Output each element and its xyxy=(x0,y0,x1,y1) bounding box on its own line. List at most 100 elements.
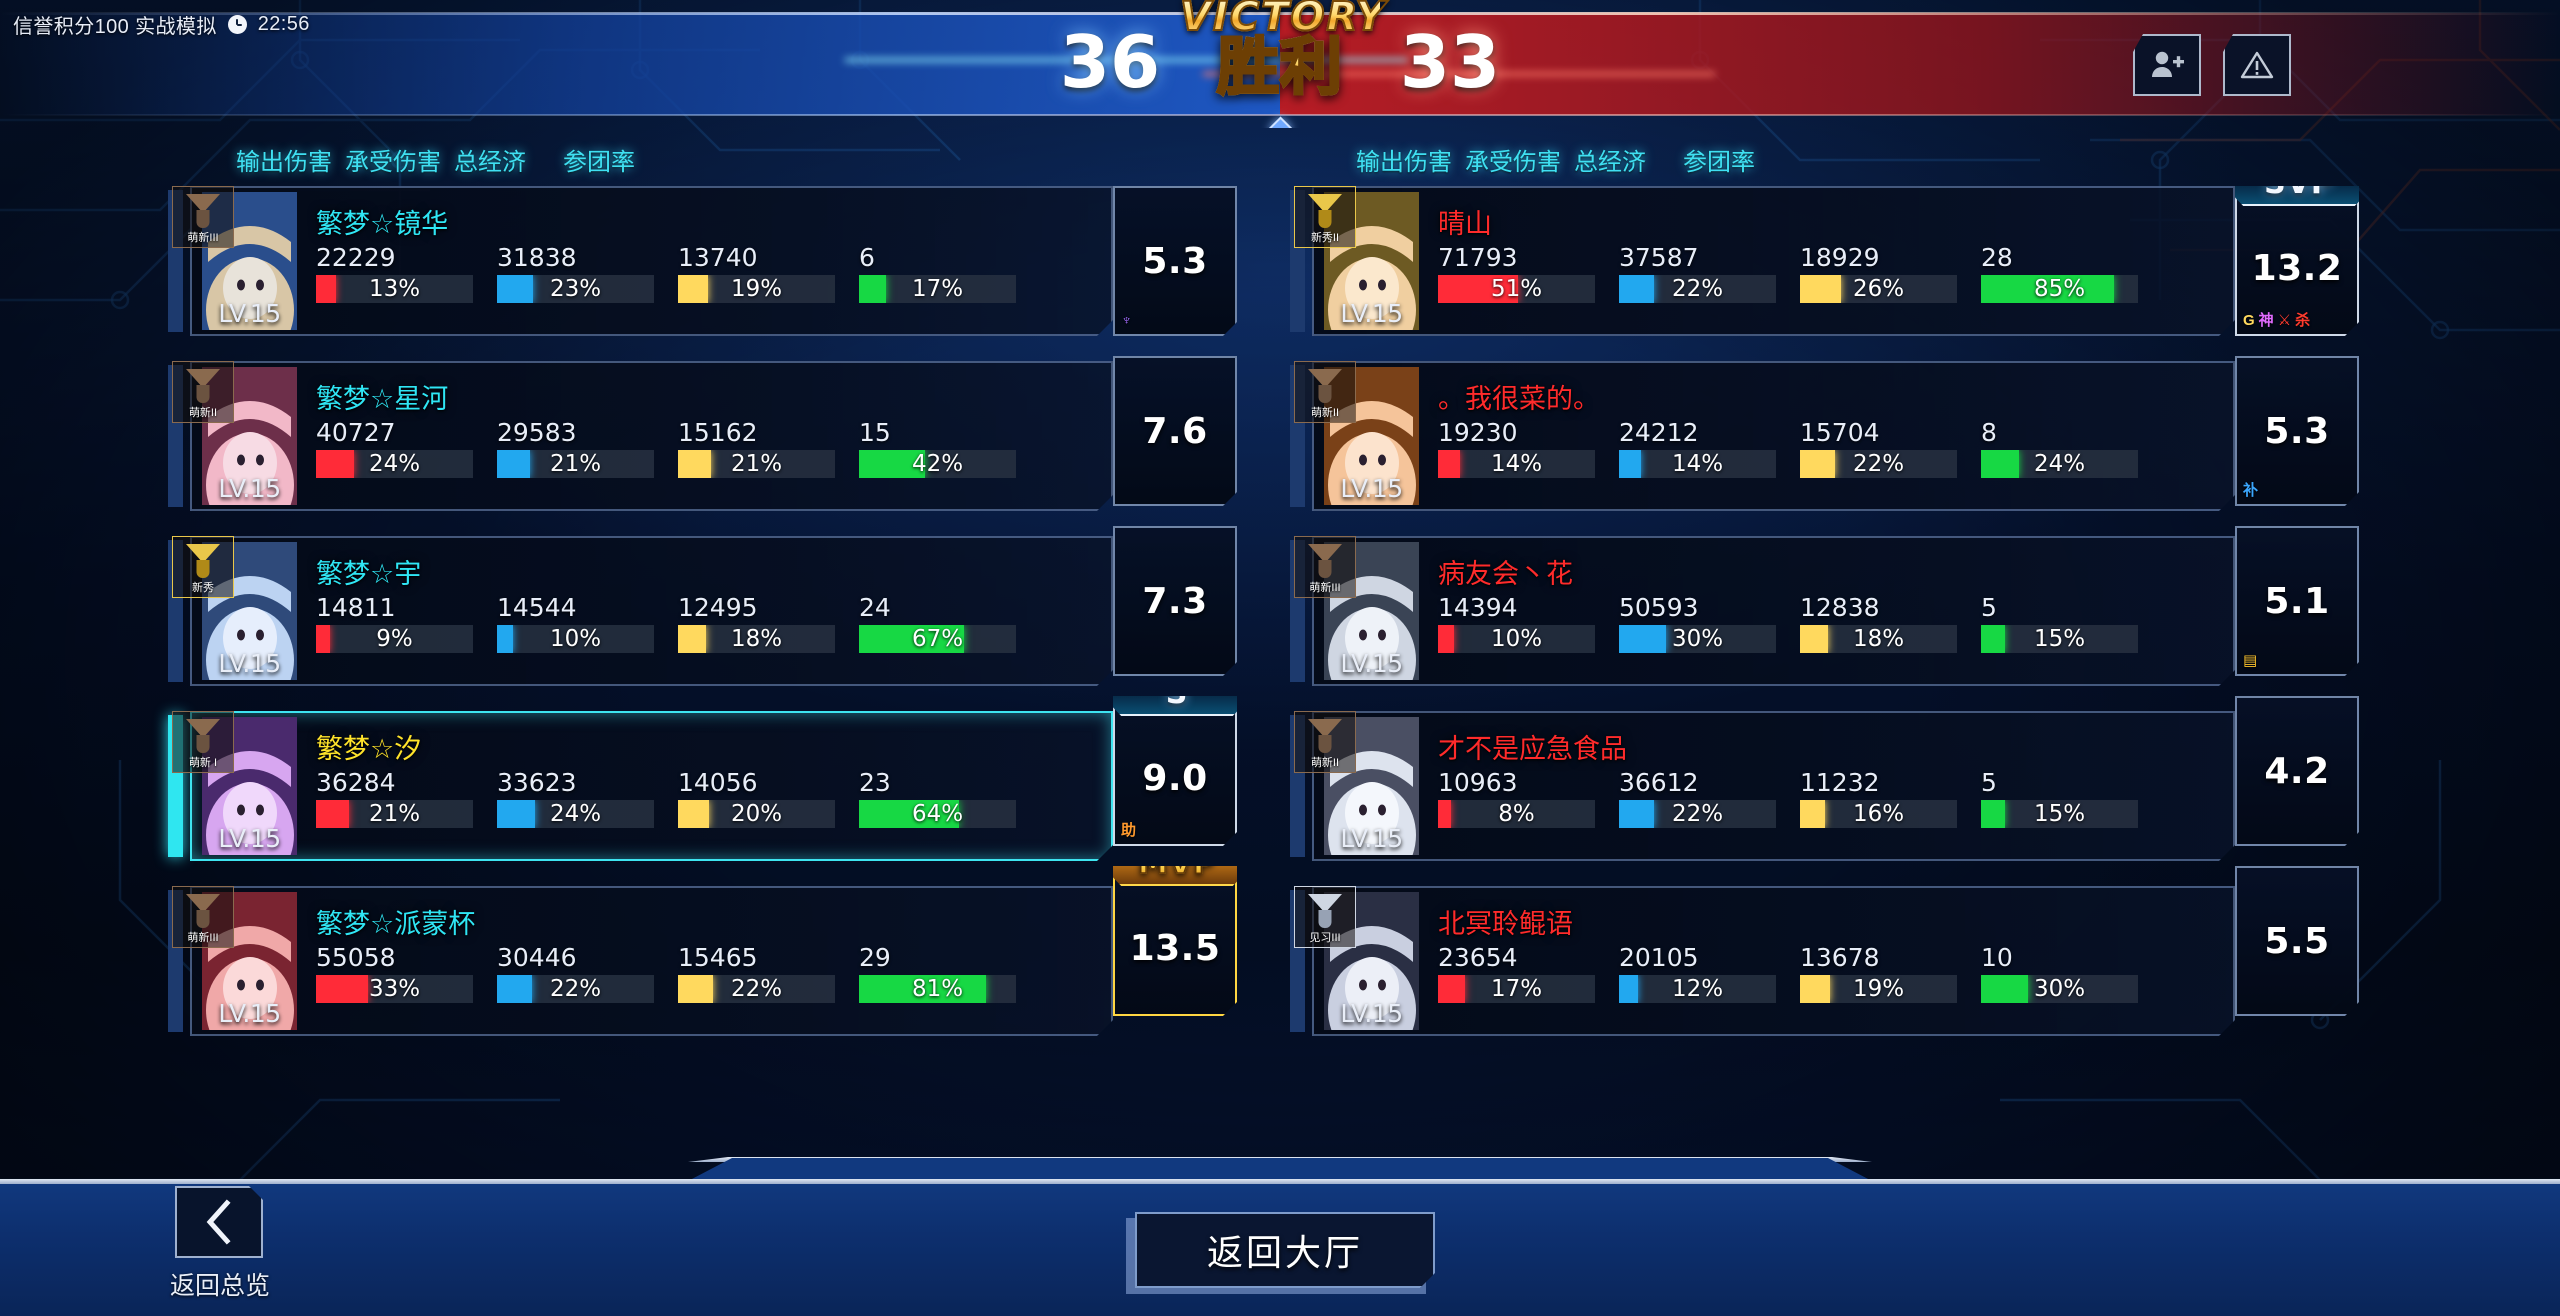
stat-cell: 8 24% xyxy=(1981,419,2162,478)
rank-chevron-stem-icon xyxy=(1318,385,1332,403)
player-name: 繁梦☆派蒙杯 xyxy=(316,909,476,939)
score-card[interactable]: 5.3 补 xyxy=(2235,356,2359,506)
rank-badge: 萌新II xyxy=(172,361,234,423)
avatar[interactable]: LV.15 xyxy=(1324,192,1419,330)
stat-bar-percent: 22% xyxy=(1852,451,1905,477)
column-header-2: 总经济 xyxy=(1574,149,1646,176)
score-card[interactable]: SVP 13.2 G神⚔杀 xyxy=(2235,186,2359,336)
stat-bar-fill xyxy=(1800,450,1835,478)
player-name: 。我很菜的。 xyxy=(1438,384,1600,414)
stat-bar-percent: 19% xyxy=(1852,976,1905,1002)
stat-bar: 30% xyxy=(1981,975,2138,1003)
stat-bar-percent: 17% xyxy=(911,276,964,302)
score-card[interactable]: 4.2 xyxy=(2235,696,2359,846)
rank-badge: 萌新III xyxy=(172,886,234,948)
player-row[interactable]: LV.15 萌新II 才不是应急食品 10963 8% 36612 22% 11… xyxy=(1290,711,2235,866)
avatar[interactable]: LV.15 xyxy=(1324,717,1419,855)
warning-triangle-icon xyxy=(2240,51,2274,79)
rank-chevron-icon xyxy=(1308,369,1342,388)
stat-value: 6 xyxy=(859,243,875,272)
player-row[interactable]: LV.15 新秀II 晴山 71793 51% 37587 22% 18929 … xyxy=(1290,186,2235,341)
score-card[interactable]: S 9.0 助 xyxy=(1113,696,1237,846)
stat-cell: 5 15% xyxy=(1981,769,2162,828)
rank-badge-label: 萌新III xyxy=(187,932,219,944)
stat-bar: 30% xyxy=(1619,625,1776,653)
stat-bar-fill xyxy=(1438,800,1451,828)
stat-value: 13740 xyxy=(678,243,758,272)
stat-bar: 33% xyxy=(316,975,473,1003)
banner-blue-side xyxy=(0,13,1280,115)
rank-chevron-stem-icon xyxy=(1318,735,1332,753)
player-name: 才不是应急食品 xyxy=(1438,734,1627,764)
add-friend-button[interactable] xyxy=(2133,34,2201,96)
status-left-group: 信誉积分100 实战模拟 22:56 xyxy=(13,10,310,39)
stat-value: 15465 xyxy=(678,943,758,972)
stat-value: 50593 xyxy=(1619,593,1699,622)
return-to-lobby-button[interactable]: 返回大厅 xyxy=(1135,1212,1435,1288)
stat-bar-percent: 22% xyxy=(1671,276,1724,302)
bottom-bar-top-edge xyxy=(0,1179,2560,1184)
stat-cell: 29583 21% xyxy=(497,419,678,478)
stat-cell: 31838 23% xyxy=(497,244,678,303)
stat-row: 71793 51% 37587 22% 18929 26% 28 85% xyxy=(1438,244,2162,303)
column-header-0: 输出伤害 xyxy=(1356,149,1452,176)
report-button[interactable] xyxy=(2223,34,2291,96)
stat-bar: 24% xyxy=(1981,450,2138,478)
score-card[interactable]: 5.5 xyxy=(2235,866,2359,1016)
stat-value: 37587 xyxy=(1619,243,1699,272)
player-row[interactable]: LV.15 萌新III 繁梦☆镜华 22229 13% 31838 23% 13… xyxy=(168,186,1113,341)
player-row[interactable]: LV.15 萌新II 。我很菜的。 19230 14% 24212 14% 15… xyxy=(1290,361,2235,516)
back-button[interactable] xyxy=(175,1186,263,1258)
blue-team-score: 36 xyxy=(1059,20,1161,104)
avatar[interactable]: LV.15 xyxy=(202,892,297,1030)
score-card[interactable]: 5.3 ♆ xyxy=(1113,186,1237,336)
rank-chevron-stem-icon xyxy=(196,560,210,578)
rank-chevron-icon xyxy=(186,544,220,563)
stat-bar-percent: 9% xyxy=(376,626,413,652)
stat-bar-percent: 24% xyxy=(549,801,602,827)
player-level: LV.15 xyxy=(1340,299,1403,328)
stat-bar: 12% xyxy=(1619,975,1776,1003)
stat-value: 22229 xyxy=(316,243,396,272)
player-row[interactable]: LV.15 萌新 I 繁梦☆汐 36284 21% 33623 24% 1405… xyxy=(168,711,1113,866)
stat-bar: 17% xyxy=(859,275,1016,303)
score-card[interactable]: MVP 13.5 xyxy=(1113,866,1237,1016)
row-frame xyxy=(190,186,1113,336)
stat-bar-fill xyxy=(1800,975,1830,1003)
stat-cell: 12495 18% xyxy=(678,594,859,653)
player-level: LV.15 xyxy=(1340,649,1403,678)
stat-bar-fill xyxy=(316,450,354,478)
stat-bar: 10% xyxy=(497,625,654,653)
player-row[interactable]: LV.15 萌新III 病友会丶花 14394 10% 50593 30% 12… xyxy=(1290,536,2235,691)
stat-value: 10963 xyxy=(1438,768,1518,797)
player-row[interactable]: LV.15 新秀 繁梦☆宇 14811 9% 14544 10% 12495 1… xyxy=(168,536,1113,691)
score-card[interactable]: 7.3 xyxy=(1113,526,1237,676)
s-rank-plate: S xyxy=(1109,670,1245,716)
player-row[interactable]: LV.15 萌新II 繁梦☆星河 40727 24% 29583 21% 151… xyxy=(168,361,1113,516)
stat-value: 24212 xyxy=(1619,418,1699,447)
player-row[interactable]: LV.15 萌新III 繁梦☆派蒙杯 55058 33% 30446 22% 1… xyxy=(168,886,1113,1041)
score-card[interactable]: 5.1 ▤ xyxy=(2235,526,2359,676)
stat-row: 40727 24% 29583 21% 15162 21% 15 42% xyxy=(316,419,1040,478)
stat-bar: 42% xyxy=(859,450,1016,478)
banner-top-line xyxy=(0,12,2560,15)
stat-bar: 19% xyxy=(1800,975,1957,1003)
row-frame xyxy=(190,536,1113,686)
player-row[interactable]: LV.15 见习III 北冥聆鲲语 23654 17% 20105 12% 13… xyxy=(1290,886,2235,1041)
stat-bar-fill xyxy=(1619,625,1667,653)
stat-value: 5 xyxy=(1981,593,1997,622)
stat-bar-fill xyxy=(1438,625,1454,653)
player-name: 北冥聆鲲语 xyxy=(1438,909,1573,939)
stat-cell: 19230 14% xyxy=(1438,419,1619,478)
stat-cell: 37587 22% xyxy=(1619,244,1800,303)
stat-row: 55058 33% 30446 22% 15465 22% 29 81% xyxy=(316,944,1040,1003)
rank-badge: 新秀 xyxy=(172,536,234,598)
score-card[interactable]: 7.6 xyxy=(1113,356,1237,506)
stat-bar: 19% xyxy=(678,275,835,303)
stat-bar-fill xyxy=(678,450,711,478)
avatar[interactable]: LV.15 xyxy=(202,192,297,330)
avatar[interactable]: LV.15 xyxy=(202,717,297,855)
stat-row: 14811 9% 14544 10% 12495 18% 24 67% xyxy=(316,594,1040,653)
player-name: 繁梦☆宇 xyxy=(316,559,422,589)
stat-bar-fill xyxy=(678,625,707,653)
